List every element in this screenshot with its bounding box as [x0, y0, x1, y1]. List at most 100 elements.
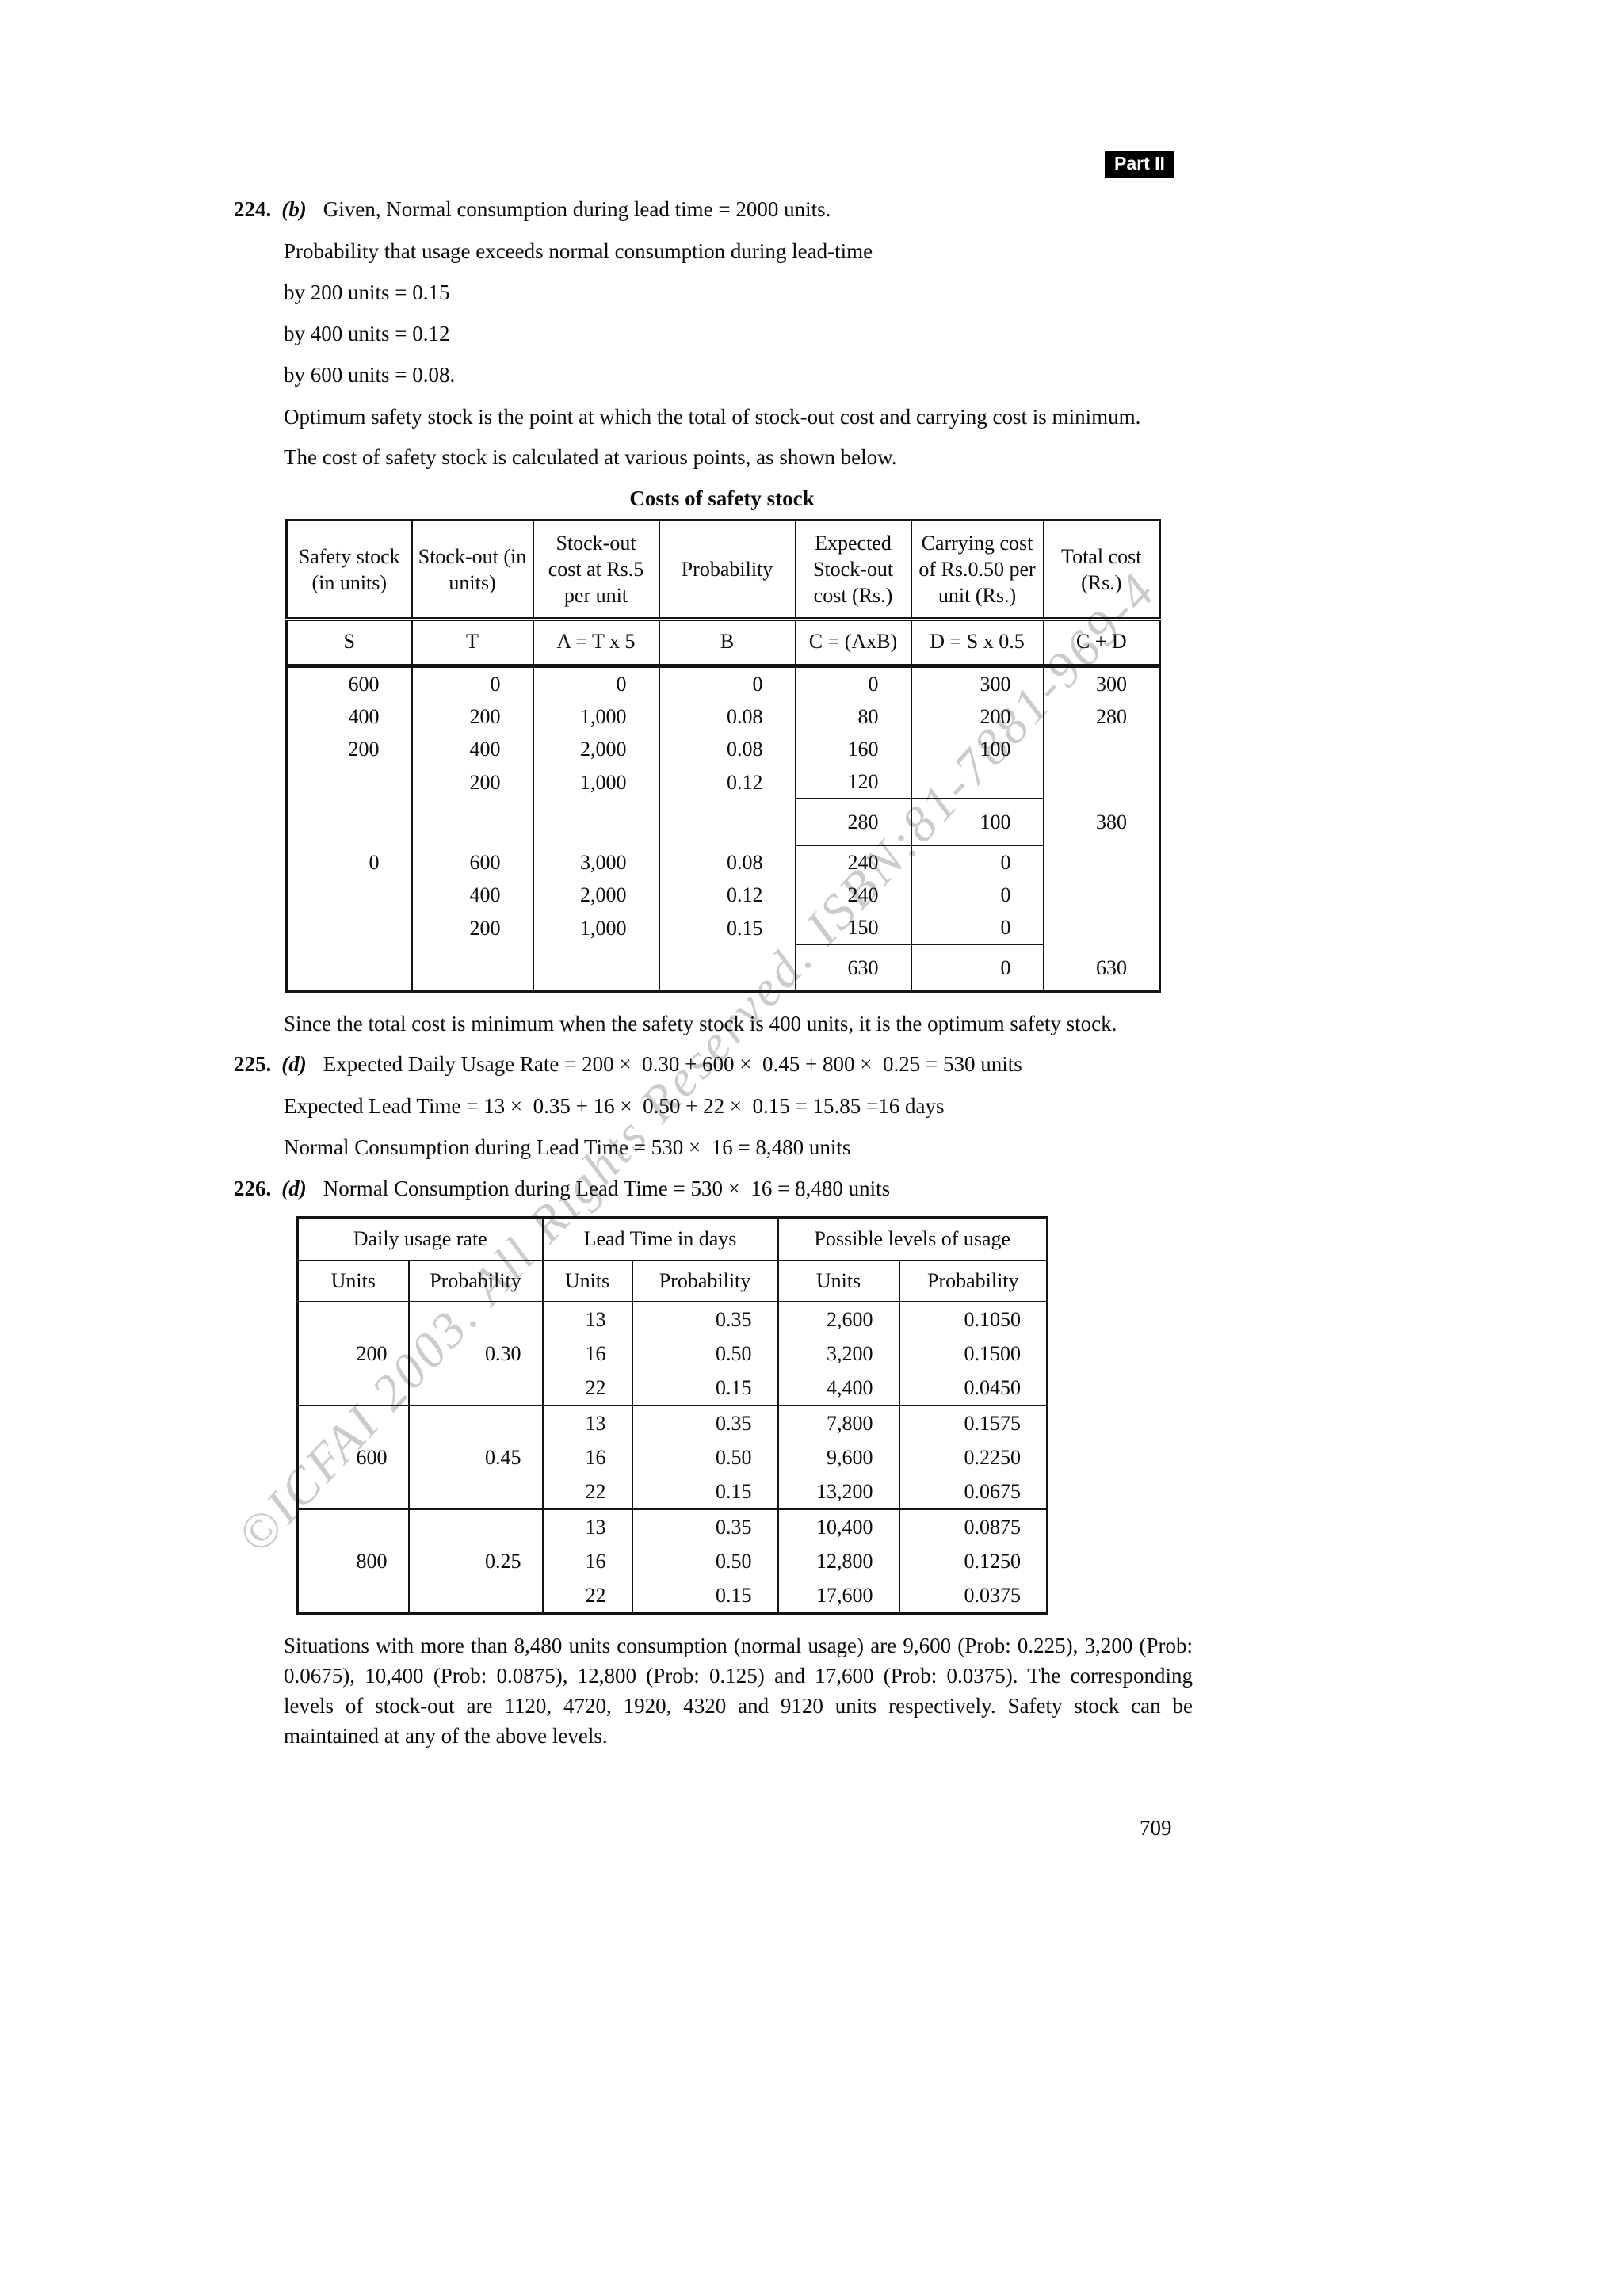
calc-line: The cost of safety stock is calculated a…	[284, 445, 897, 469]
table-cell: 200	[911, 700, 1044, 733]
table-row: 16 0.50 3,200 0.1500	[298, 1337, 1048, 1371]
formula-cell: C = (AxB)	[795, 619, 912, 668]
equation-line: Normal Consumption during Lead Time = 53…	[284, 1135, 851, 1159]
table-cell: 0.08	[659, 845, 796, 879]
question-number: 226.	[234, 1177, 272, 1200]
table-cell: 380	[1096, 810, 1127, 833]
table-cell	[411, 944, 534, 992]
table-cell	[1044, 879, 1160, 911]
table-cell	[286, 879, 413, 911]
by-600-line: by 600 units = 0.08.	[284, 363, 456, 387]
table-cell: 3,000	[533, 845, 660, 879]
table-title: Costs of safety stock	[629, 486, 815, 510]
table-cell	[1044, 733, 1160, 765]
table-row: 22 0.15 13,200 0.0675	[298, 1474, 1048, 1509]
table-row: 400 200 1,000 0.08 80 200 280	[286, 700, 1160, 733]
table-cell: 2,000	[533, 733, 660, 765]
table-cell: 3,200	[777, 1337, 900, 1371]
question-226-heading: 226. (d) Normal Consumption during Lead Ti…	[234, 1174, 1195, 1203]
formula-cell: D = S x 0.5	[911, 619, 1044, 668]
question-225-heading: 225. (d) Expected Daily Usage Rate = 200 ×…	[234, 1050, 1195, 1078]
table-cell: 400	[411, 733, 534, 765]
table-cell: 240	[795, 845, 912, 879]
table-cell: 0.50	[632, 1440, 779, 1474]
table-cell: 0.0875	[899, 1508, 1048, 1544]
formula-cell: A = T x 5	[533, 619, 660, 668]
table-cell: 0	[911, 845, 1044, 879]
header-cell: Stock-out (in units)	[411, 520, 534, 621]
sub-header-cell: Probability	[632, 1261, 779, 1302]
costs-of-safety-stock-table: Safety stock (in units) Stock-out (in un…	[285, 519, 1161, 993]
table-cell	[1044, 911, 1160, 944]
sub-header-cell: Probability	[408, 1261, 544, 1302]
table-cell	[1044, 765, 1160, 799]
equation-line: Expected Lead Time = 13 × 0.35 + 16 × 0.…	[284, 1094, 945, 1118]
units-cell: 200	[297, 1302, 410, 1405]
sub-header-cell: Units	[777, 1261, 900, 1302]
table-cell: 300	[911, 666, 1044, 700]
table-cell	[1044, 845, 1160, 879]
table-row: 200 1,000 0.12 120	[286, 765, 1160, 799]
table-cell: 0	[659, 666, 796, 700]
table-cell: 0.15	[632, 1578, 779, 1614]
table-cell	[533, 799, 660, 845]
option-label: (b)	[281, 197, 307, 221]
by-400-line: by 400 units = 0.12	[284, 322, 450, 345]
probability-cell: 0.30	[408, 1302, 544, 1405]
table-cell: 0.35	[632, 1405, 779, 1440]
table-row: 600 0.45 13 0.35 7,800 0.1575	[297, 1405, 1048, 1509]
optimum-paragraph: Optimum safety stock is the point at whi…	[284, 405, 1141, 429]
table-cell: 16	[542, 1337, 633, 1371]
table-row: 200 1,000 0.15 150 0	[286, 911, 1160, 944]
usage-levels-table: Daily usage rate Lead Time in days Possi…	[296, 1216, 1048, 1615]
table-cell: 0.0675	[964, 1480, 1022, 1503]
table-row: 200 0.30 13 0.35 2,600 0.1050	[297, 1302, 1048, 1405]
closing-paragraph: Situations with more than 8,480 units co…	[284, 1634, 1193, 1748]
table-cell: 0	[286, 845, 413, 879]
table-cell	[911, 765, 1044, 799]
table-cell: 0.15	[632, 1371, 779, 1405]
table-cell: 300	[1096, 673, 1127, 696]
table-cell: 0.1575	[899, 1405, 1048, 1440]
subtotal-cell: 630	[795, 944, 912, 992]
formula-cell: T	[411, 619, 534, 668]
table-cell: 7,800	[777, 1405, 900, 1440]
table-cell: 17,600	[777, 1578, 900, 1614]
table-row: 600 0 0 0 0 300 300	[286, 666, 1160, 700]
table-cell: 0.50	[632, 1337, 779, 1371]
formula-cell: S	[286, 619, 413, 668]
table-row: 200 400 2,000 0.08 160 100	[286, 733, 1160, 765]
table-cell	[533, 944, 660, 992]
table-cell: 16	[542, 1544, 633, 1578]
table-cell	[286, 765, 413, 799]
question-224-heading: 224. (b) Given, Normal consumption during …	[234, 195, 1195, 223]
table-cell: 0.50	[632, 1544, 779, 1578]
table-cell: 80	[795, 700, 912, 733]
table-cell: 0	[911, 911, 1044, 944]
group-header-cell: Daily usage rate	[297, 1217, 544, 1261]
table-cell: 13	[542, 1302, 633, 1337]
table-cell: 16	[542, 1440, 633, 1474]
units-cell: 600	[297, 1405, 410, 1509]
table-cell: 600	[286, 666, 413, 700]
table-cell: 22	[542, 1474, 633, 1509]
table-cell: 0	[411, 666, 534, 700]
by-200-line: by 200 units = 0.15	[284, 280, 450, 304]
table-cell: 9,600	[777, 1440, 900, 1474]
table-cell: 200	[411, 700, 534, 733]
question-number: 224.	[234, 197, 272, 221]
table-cell	[286, 911, 413, 944]
part-badge: Part II	[1105, 151, 1174, 178]
table-row: 22 0.15 4,400 0.0450	[298, 1371, 1048, 1405]
header-cell: Carrying cost of Rs.0.50 per unit (Rs.)	[911, 520, 1044, 621]
table-cell: 0.0375	[964, 1584, 1022, 1607]
header-cell: Total cost (Rs.)	[1043, 520, 1160, 621]
formula-row: S T A = T x 5 B C = (AxB) D = S x 0.5 C …	[286, 619, 1160, 668]
table-cell	[411, 799, 534, 845]
question-224-intro: Given, Normal consumption during lead ti…	[323, 197, 831, 221]
table-cell: 0	[911, 879, 1044, 911]
sub-header-cell: Units	[297, 1261, 410, 1302]
header-cell: Probability	[659, 520, 796, 621]
table-cell: 200	[411, 765, 534, 799]
table-cell: 0.15	[632, 1474, 779, 1509]
